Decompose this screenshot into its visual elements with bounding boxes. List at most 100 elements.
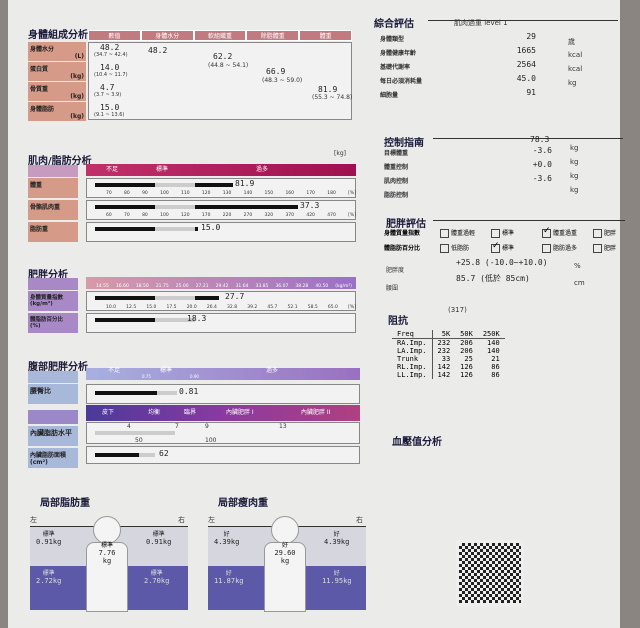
checkbox[interactable] — [440, 229, 449, 238]
row-label: 骨骼肌肉重 — [28, 200, 78, 220]
scale: 60 70 80 100 120 170 220 270 320 370 420 470 [%] — [106, 213, 356, 218]
pbf-scale: 10.0 12.5 15.0 17.5 20.0 26.4 32.8 39.2 45.7 52.1… — [106, 305, 356, 310]
control-value: -3.6 — [532, 146, 552, 155]
checkbox[interactable] — [542, 244, 551, 253]
band-normal: 標準 — [160, 367, 173, 374]
body-figure-head — [271, 516, 299, 544]
band: 皮下 — [102, 409, 115, 416]
degree-value: +25.8 (-10.0~+10.0) — [456, 258, 548, 267]
impedance-header: 5K — [441, 330, 451, 338]
impedance-header: Freq — [392, 330, 433, 339]
local_lean-title: 局部瘦肉重 — [218, 498, 268, 509]
vfa-unit: (cm²) — [30, 459, 48, 466]
row-range: (10.4 ~ 11.7) — [94, 72, 128, 78]
bar-bg — [155, 205, 195, 209]
band-low: 不足 — [108, 367, 121, 374]
impedance-title: 阻抗 — [388, 316, 408, 327]
visceral-bands: 皮下 均衡 臨界 內臟肥胖 I 內臟肥胖 II — [86, 405, 360, 421]
row-label: 骨質重 (kg) — [28, 82, 86, 101]
summary-value: 29 — [526, 32, 536, 41]
row-label: 體脂肪百分比 (%) — [28, 313, 78, 333]
bar-bg — [155, 227, 195, 231]
summary-label: 身體類型 — [380, 36, 405, 43]
checkbox[interactable] — [440, 244, 449, 253]
impedance-header: 50K — [460, 330, 473, 338]
band-high: 過多 — [266, 367, 279, 374]
vfa-bar — [95, 453, 139, 457]
mark: 0.90 — [190, 374, 199, 379]
report-page: 身體組成分析 數值 身體水分 軟組織重 除脂體重 體重 身體水分 (L) 48.2… — [8, 0, 625, 628]
row-bar-box: 15.0 — [86, 222, 356, 242]
obesity-bands — [86, 277, 356, 289]
bar — [95, 318, 155, 322]
ll-reading: 標準 2.72kg — [36, 570, 62, 585]
vfa-value: 62 — [159, 449, 169, 458]
vfa-bar-bg — [139, 453, 155, 457]
whr-value: 0.81 — [179, 387, 199, 396]
vf-label: 內臟脂肪水平 — [28, 426, 78, 446]
impedance-row: LA.Imp. 232 206 140 — [392, 347, 505, 355]
ra-reading: 標準 0.91kg — [146, 531, 172, 546]
whr-row: 0.81 — [86, 384, 360, 404]
row-value: 18.3 — [187, 314, 207, 323]
control-value: -3.6 — [532, 174, 552, 183]
summary-unit: kg — [568, 79, 577, 87]
bmi-scale: 14.55 16.60 18.50 21.75 25.00 27.21 29.42 31.64… — [96, 284, 352, 289]
band: 臨界 — [184, 409, 197, 416]
band-low: 不足 — [106, 166, 119, 173]
control-label: 目標體重 — [384, 150, 409, 157]
vfa-label: 內臟脂肪面積 (cm²) — [28, 448, 78, 468]
checkbox[interactable]: ✓ — [542, 226, 551, 238]
muscle-fat-bands: 不足 標準 過多 — [86, 164, 356, 176]
abdominal-bands: 不足 標準 過多 0.75 0.90 — [86, 368, 360, 380]
body-figure-torso — [86, 542, 128, 612]
row-value: 15.0 — [100, 103, 120, 112]
mark: 0.75 — [142, 374, 151, 379]
soft-tissue-range: (44.8 ~ 54.1) — [208, 62, 249, 69]
summary-label: 每日必須消耗量 — [380, 78, 423, 85]
vfa-label-text: 內臟脂肪面積 — [30, 452, 67, 459]
whr-bar — [95, 391, 157, 395]
degree-label: 肥胖度 — [386, 267, 405, 274]
obesity-eval-title: 肥胖評估 — [386, 219, 426, 230]
header: 體重 — [299, 30, 352, 41]
divider — [433, 220, 625, 221]
control-value: +0.0 — [532, 160, 552, 169]
row-value: 27.7 — [225, 292, 245, 301]
summary-unit: kcal — [568, 51, 583, 59]
control-unit: kg — [570, 144, 579, 152]
checkbox[interactable] — [593, 244, 602, 253]
trunk-reading: 好 29.60 kg — [274, 542, 296, 565]
checkbox[interactable] — [491, 229, 500, 238]
control-label: 體重控制 — [384, 164, 409, 171]
weight-value: 81.9 — [318, 85, 338, 94]
bar — [95, 183, 155, 187]
body-comp-grid — [88, 42, 352, 120]
checkbox[interactable]: ✓ — [491, 242, 500, 253]
check-icon: ✓ — [543, 226, 551, 236]
summary-unit: 歲 — [568, 38, 575, 46]
trunk-reading: 標準 7.76 kg — [98, 542, 116, 565]
divider — [433, 138, 623, 139]
row-value: 15.0 — [201, 223, 221, 232]
muscle-fat-unit: [kg] — [334, 150, 346, 157]
whr-bar-bg — [157, 391, 177, 395]
ffm-range: (48.3 ~ 59.0) — [262, 77, 303, 84]
band: 內臟肥胖 I — [226, 409, 254, 416]
row-value: 48.2 — [100, 43, 120, 52]
local_fat-title: 局部脂肪重 — [40, 498, 90, 509]
bar-over — [195, 205, 298, 209]
bar-over — [195, 183, 233, 187]
summary-value: 45.0 — [516, 74, 536, 83]
control-label: 脂肪控制 — [384, 192, 409, 199]
bar-bg — [155, 183, 195, 187]
row-range: (9.1 ~ 13.6) — [94, 112, 125, 118]
row-value: 14.0 — [100, 63, 120, 72]
band: 內臟肥胖 II — [301, 409, 331, 416]
checkbox[interactable] — [593, 229, 602, 238]
header: 身體水分 — [140, 30, 194, 41]
impedance-table: Freq 5K 50K 250K RA.Imp. 232 206 140 LA.Imp. 232… — [392, 330, 505, 379]
band: 均衡 — [148, 409, 161, 416]
vf-row: 4 7 9 13 50 100 — [86, 422, 360, 444]
soft-tissue-value: 62.2 — [213, 52, 233, 61]
